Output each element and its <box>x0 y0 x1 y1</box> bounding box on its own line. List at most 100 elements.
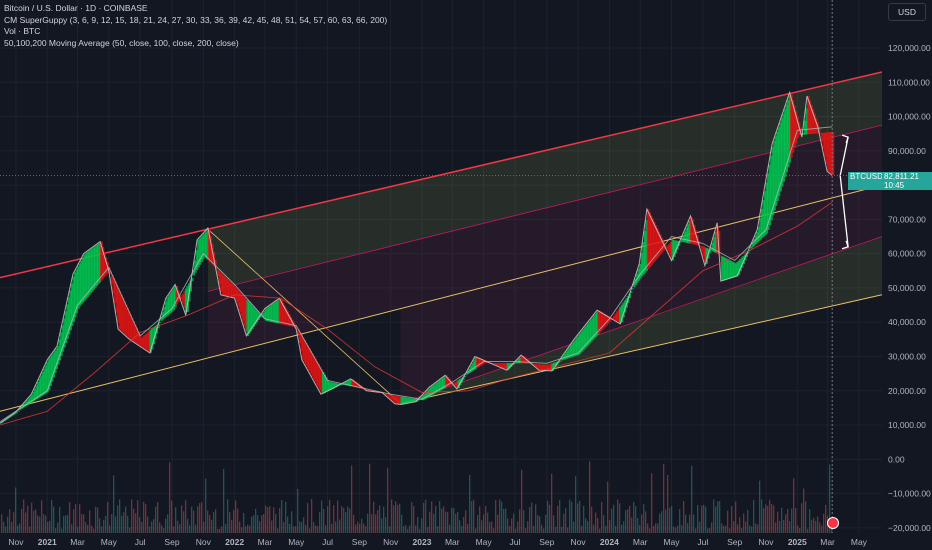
guppy-ribbon-segment <box>535 364 539 368</box>
guppy-ribbon-segment <box>579 332 582 354</box>
x-tick-label: Mar <box>820 537 835 547</box>
guppy-ribbon-segment <box>622 302 625 318</box>
price-axis[interactable]: 120,000.00 110,000.00 100,000.00 90,000.00 8… <box>882 0 932 550</box>
guppy-ribbon-segment <box>813 113 816 134</box>
volume-bar <box>259 521 261 533</box>
guppy-ribbon-segment <box>776 131 779 201</box>
volume-bar <box>129 527 131 533</box>
guppy-ribbon-segment <box>463 376 467 378</box>
volume-bar <box>645 511 647 533</box>
volume-bar <box>431 501 433 533</box>
guppy-ribbon-segment <box>557 361 561 363</box>
volume-bar <box>473 499 475 533</box>
guppy-ribbon-segment <box>16 410 20 412</box>
guppy-ribbon-segment <box>420 396 424 400</box>
guppy-ribbon-segment <box>18 409 22 411</box>
volume-bar <box>341 506 343 533</box>
symbol-title[interactable]: Bitcoin / U.S. Dollar · 1D · COINBASE <box>4 3 148 13</box>
volume-bar <box>783 519 785 533</box>
indicator-moving-average[interactable]: 50,100,200 Moving Average (50, close, 10… <box>4 37 239 48</box>
guppy-ribbon-segment <box>637 268 641 281</box>
guppy-ribbon-segment <box>466 371 470 375</box>
volume-bar <box>457 512 459 533</box>
volume-bar <box>53 506 55 533</box>
volume-bar <box>643 504 645 533</box>
guppy-ribbon-segment <box>101 246 105 279</box>
guppy-ribbon-segment <box>115 284 119 313</box>
volume-bar <box>627 509 629 533</box>
volume-bar <box>649 528 651 533</box>
guppy-ribbon-segment <box>95 245 99 287</box>
guppy-ribbon-segment <box>386 394 390 397</box>
volume-bar <box>613 504 615 533</box>
guppy-ribbon-segment <box>15 412 19 414</box>
guppy-ribbon-segment <box>603 314 607 327</box>
guppy-ribbon-segment <box>240 293 243 317</box>
x-tick-label: Nov <box>383 537 399 547</box>
volume-bar <box>623 521 625 533</box>
volume-bar <box>271 520 273 533</box>
guppy-ribbon-segment <box>388 394 391 398</box>
volume-bar <box>11 521 13 533</box>
volume-bar <box>799 528 801 533</box>
indicator-volume[interactable]: Vol · BTC <box>4 26 41 36</box>
volume-bar <box>203 521 205 533</box>
volume-bar <box>5 526 7 533</box>
guppy-ribbon-segment <box>432 384 436 395</box>
x-tick-label: 2025 <box>788 537 807 547</box>
guppy-ribbon-segment <box>831 131 835 176</box>
volume-bar <box>27 505 29 533</box>
volume-bar <box>537 515 539 533</box>
guppy-ribbon-segment <box>238 291 242 312</box>
guppy-ribbon-segment <box>392 395 396 402</box>
volume-bar <box>237 508 239 533</box>
guppy-ribbon-segment <box>763 191 767 236</box>
arrowhead-down-icon <box>841 240 849 250</box>
volume-bar <box>337 500 339 533</box>
guppy-ribbon-segment <box>394 395 397 404</box>
guppy-ribbon-segment <box>472 360 476 371</box>
volume-bar <box>503 508 505 533</box>
volume-bar <box>791 508 793 533</box>
volume-bar <box>177 520 179 533</box>
volume-bar <box>285 501 287 533</box>
guppy-ribbon-segment <box>340 384 343 386</box>
volume-bar <box>697 505 699 533</box>
indicator-superguppy[interactable]: CM SuperGuppy (3, 6, 9, 12, 15, 18, 21, … <box>4 14 388 25</box>
volume-bar <box>7 516 9 533</box>
guppy-ribbon-segment <box>739 259 742 272</box>
volume-bar <box>447 511 449 533</box>
guppy-ribbon-segment <box>582 328 585 351</box>
guppy-ribbon-segment <box>209 235 213 263</box>
guppy-ribbon-segment <box>331 382 334 390</box>
volume-bar <box>701 505 703 533</box>
volume-bar <box>81 514 83 533</box>
volume-bar <box>717 501 719 533</box>
x-tick-label: Nov <box>196 537 212 547</box>
guppy-ribbon-segment <box>138 334 142 346</box>
guppy-ribbon-segment <box>277 299 280 324</box>
volume-bar <box>419 528 421 533</box>
guppy-ribbon-segment <box>502 363 505 369</box>
volume-bar <box>797 525 799 533</box>
volume-bar <box>525 528 527 533</box>
guppy-ribbon-segment <box>150 328 154 350</box>
x-tick-label: May <box>101 537 118 547</box>
replay-icon[interactable] <box>827 517 839 529</box>
guppy-ribbon-segment <box>683 231 687 243</box>
volume-bar <box>423 502 425 533</box>
volume-bar <box>381 518 383 533</box>
volume-bar <box>469 474 471 533</box>
time-axis[interactable]: Nov 2021 Mar May Jul Sep Nov 2022 Mar May Jul Sep No… <box>0 533 932 550</box>
guppy-ribbon-segment <box>32 391 35 402</box>
guppy-ribbon-segment <box>33 388 37 401</box>
x-tick-label: May <box>663 537 680 547</box>
currency-button[interactable]: USD <box>888 3 926 21</box>
volume-bar <box>169 462 171 533</box>
volume-bar <box>387 467 389 533</box>
volume-bar <box>19 523 21 533</box>
guppy-ribbon-segment <box>457 380 461 389</box>
volume-bar <box>495 500 497 533</box>
guppy-ribbon-segment <box>321 371 325 394</box>
